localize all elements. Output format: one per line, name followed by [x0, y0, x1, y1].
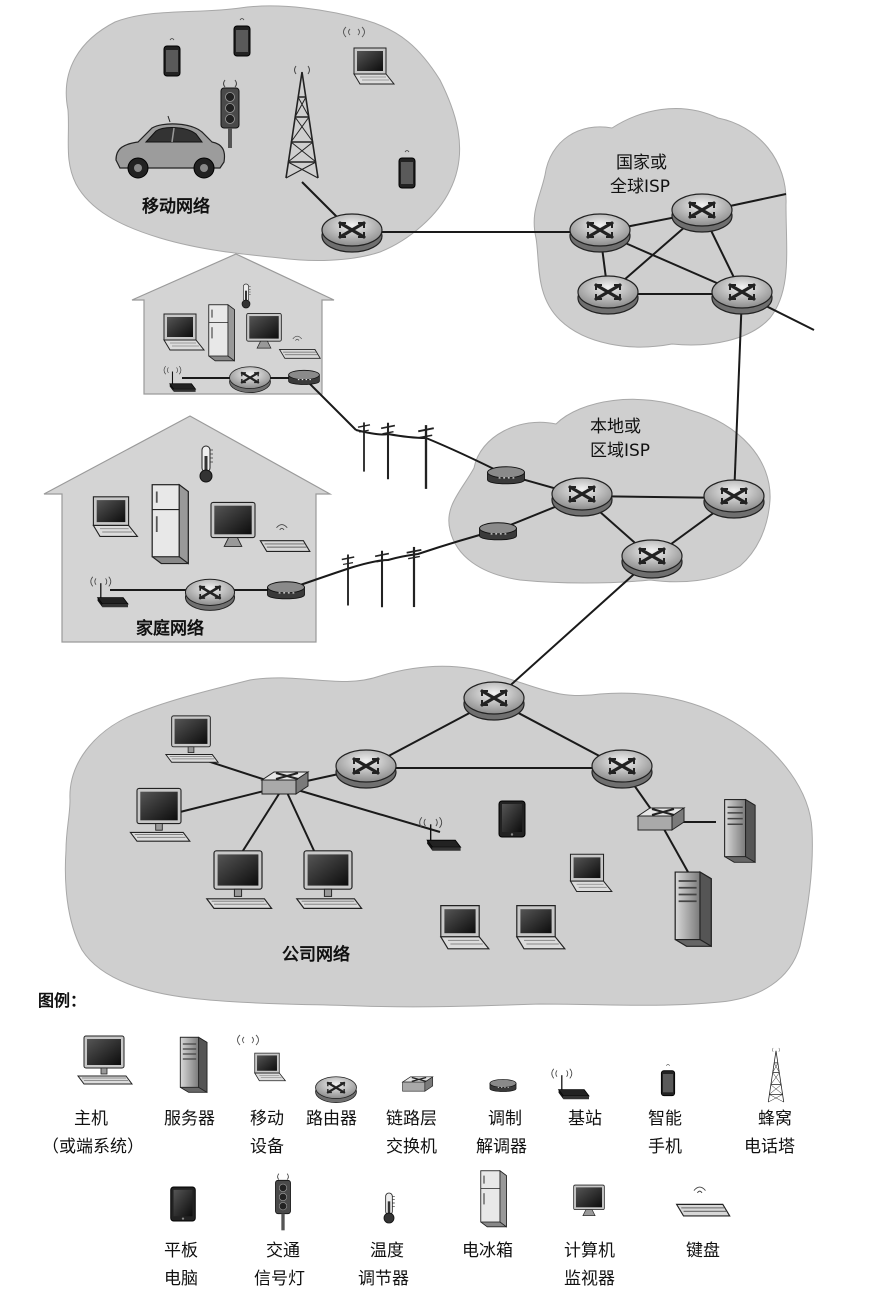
legend-traffic-light-icon	[275, 1173, 291, 1231]
legend-tablet-icon	[170, 1186, 196, 1222]
local-isp-label-line2: 区域ISP	[590, 441, 650, 461]
legend-host-icon	[77, 1035, 133, 1085]
utility-pole-icon	[373, 549, 391, 609]
legend-router-label: 路由器	[306, 1109, 357, 1129]
legend-server-icon	[179, 1036, 208, 1094]
legend-computer-monitor-label-line1: 计算机	[564, 1241, 615, 1261]
server-icon	[674, 871, 713, 948]
legend-thermostat-label-line2: 调节器	[358, 1269, 409, 1289]
home-network-label: 家庭网络	[136, 618, 204, 639]
modem-icon	[288, 369, 320, 386]
legend-modem-label-line2: 解调器	[476, 1137, 527, 1157]
legend-cell-tower-label-line2: 电话塔	[744, 1137, 795, 1157]
utility-pole-icon	[416, 423, 436, 491]
host-icon	[129, 787, 191, 842]
legend-modem-label-line1: 调制	[488, 1109, 522, 1129]
legend-computer-monitor-icon	[573, 1184, 605, 1217]
legend-base-station-label: 基站	[568, 1109, 602, 1129]
legend-host-label-line1: 主机	[74, 1109, 108, 1129]
legend-link-layer-switch-icon	[401, 1076, 434, 1092]
legend-refrigerator-label: 电冰箱	[462, 1241, 513, 1261]
host-icon	[296, 850, 363, 910]
legend-server-label: 服务器	[164, 1109, 215, 1129]
host-icon	[206, 850, 273, 910]
legend-cell-tower-icon	[767, 1047, 785, 1103]
legend-mobile-device-label-line1: 移动	[250, 1109, 284, 1129]
link-layer-switch-icon	[261, 771, 309, 795]
router-icon	[568, 212, 632, 254]
link-layer-switch-icon	[637, 807, 685, 831]
refrigerator-icon	[208, 303, 236, 362]
utility-pole-icon	[356, 420, 372, 474]
router-icon	[670, 192, 734, 234]
legend-smartphone-label-line1: 智能	[648, 1109, 682, 1129]
router-icon	[462, 680, 526, 722]
server-icon	[723, 798, 756, 864]
router-icon	[550, 476, 614, 518]
enterprise-network-label: 公司网络	[282, 944, 350, 965]
legend-smartphone-icon	[660, 1063, 676, 1097]
router-icon	[590, 748, 654, 790]
router-icon	[334, 748, 398, 790]
legend: 主机 （或端系统） 服务器 移动 设备 路由器 链路层 交换机 调制 解调器 基…	[42, 1034, 795, 1289]
modem-icon	[266, 581, 306, 600]
router-icon	[702, 478, 766, 520]
router-icon	[576, 274, 640, 316]
legend-tablet-label-line2: 电脑	[164, 1269, 198, 1289]
legend-switch-label-line2: 交换机	[386, 1137, 437, 1157]
national-isp-label-line1: 国家或	[616, 153, 667, 173]
modem-icon	[478, 522, 518, 541]
utility-pole-icon	[340, 552, 356, 608]
mobile-network-label: 移动网络	[142, 196, 210, 217]
legend-tablet-label-line1: 平板	[164, 1241, 198, 1261]
legend-router-icon	[314, 1075, 358, 1104]
utility-pole-icon	[379, 421, 397, 481]
legend-computer-monitor-label-line2: 监视器	[564, 1269, 615, 1289]
legend-keyboard-icon	[675, 1186, 731, 1217]
router-icon	[184, 577, 236, 612]
router-icon	[228, 365, 272, 394]
legend-base-station-icon	[551, 1068, 590, 1100]
legend-switch-label-line1: 链路层	[386, 1109, 437, 1129]
router-icon	[620, 538, 684, 580]
legend-traffic-light-label-line1: 交通	[266, 1241, 300, 1261]
local-isp-label-line1: 本地或	[590, 417, 641, 437]
legend-refrigerator-icon	[479, 1170, 508, 1228]
refrigerator-icon	[151, 483, 190, 565]
legend-thermostat-icon	[383, 1192, 396, 1224]
legend-cell-tower-label-line1: 蜂窝	[758, 1109, 792, 1129]
legend-thermostat-label-line1: 温度	[370, 1241, 404, 1261]
legend-traffic-light-label-line2: 信号灯	[254, 1269, 305, 1289]
host-icon	[165, 715, 219, 763]
national-isp-label-line2: 全球ISP	[610, 177, 670, 197]
legend-mobile-device-waves-icon	[237, 1034, 259, 1046]
router-icon	[320, 212, 384, 254]
legend-modem-icon	[489, 1078, 517, 1093]
modem-icon	[486, 466, 526, 485]
legend-title: 图例：	[38, 991, 86, 1010]
legend-keyboard-label: 键盘	[686, 1241, 720, 1261]
legend-mobile-device-label-line2: 设备	[250, 1137, 284, 1157]
legend-mobile-device-icon	[254, 1052, 286, 1082]
legend-smartphone-label-line2: 手机	[648, 1137, 682, 1157]
tablet-icon	[498, 800, 526, 838]
mobile-network-cloud	[65, 5, 461, 261]
utility-poles	[340, 420, 436, 609]
legend-host-label-line2: （或端系统）	[42, 1137, 144, 1157]
router-icon	[710, 274, 774, 316]
